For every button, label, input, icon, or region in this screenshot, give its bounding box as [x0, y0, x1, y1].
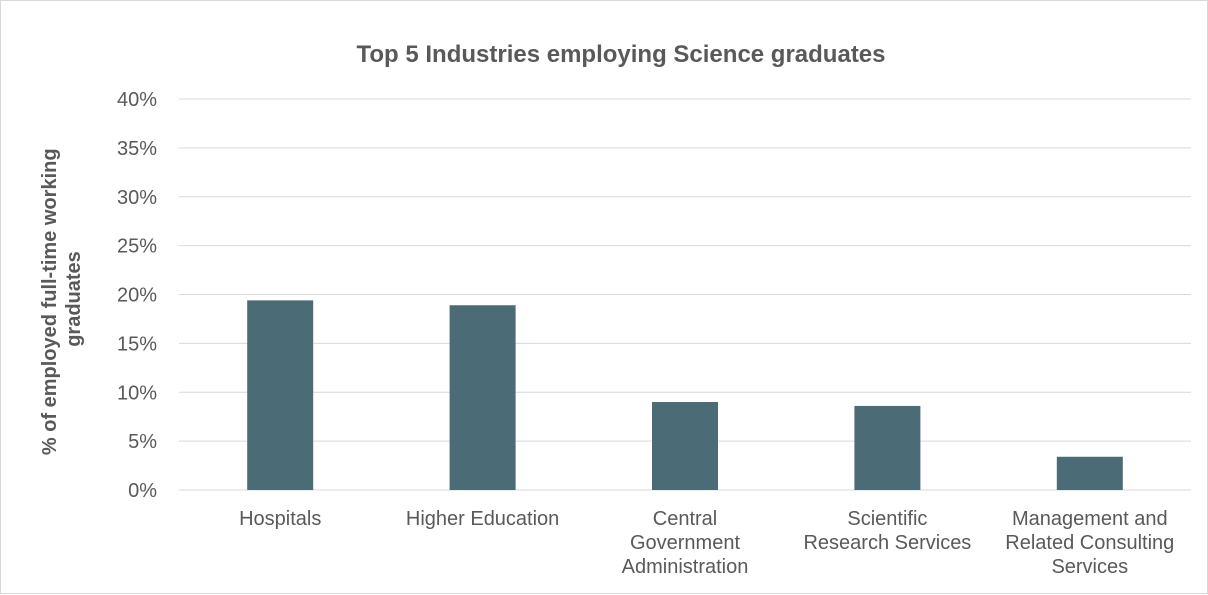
x-category-label-line: Hospitals: [239, 508, 321, 530]
y-tick-label: 20%: [117, 285, 157, 307]
y-tick-label: 5%: [128, 431, 157, 453]
y-tick-label: 10%: [117, 382, 157, 404]
x-category-label-line: Research Services: [803, 532, 971, 554]
y-axis-label: % of employed full-time working graduate…: [39, 143, 85, 455]
y-axis-label-line-1: % of employed full-time working: [39, 148, 61, 455]
x-category-label: Higher Education: [406, 508, 559, 530]
y-tick-label: 25%: [117, 236, 157, 258]
x-category-label-line: Central: [653, 508, 717, 530]
x-category-labels: Hospitals Higher Education Central Governme…: [239, 508, 1174, 578]
bar: [247, 300, 314, 490]
x-category-label: Hospitals: [239, 508, 321, 530]
bar: [652, 402, 718, 490]
x-category-label-line: Government: [630, 532, 740, 554]
bar: [1056, 456, 1123, 490]
x-category-label-line: Management and: [1012, 508, 1168, 530]
x-category-label-line: Scientific: [847, 508, 927, 530]
y-tick-label: 0%: [128, 480, 157, 502]
gridlines: [179, 98, 1191, 491]
x-category-label-line: Administration: [622, 556, 749, 578]
x-category-label-line: Related Consulting: [1005, 532, 1174, 554]
x-category-label-line: Services: [1051, 556, 1128, 578]
bars: [247, 300, 1123, 490]
y-tick-label: 30%: [117, 187, 157, 209]
bar: [449, 305, 516, 490]
x-category-label: Management and Related Consulting Services: [1005, 508, 1174, 578]
y-tick-labels: 0% 5% 10% 15% 20% 25% 30% 35% 40%: [117, 89, 157, 502]
y-tick-label: 35%: [117, 138, 157, 160]
y-tick-label: 15%: [117, 333, 157, 355]
y-tick-label: 40%: [117, 89, 157, 111]
x-category-label: Scientific Research Services: [803, 508, 971, 554]
bar: [854, 405, 921, 490]
x-category-label: Central Government Administration: [622, 508, 749, 578]
chart-title: Top 5 Industries employing Science gradu…: [356, 41, 885, 68]
x-category-label-line: Higher Education: [406, 508, 559, 530]
y-axis-label-line-2: graduates: [63, 251, 85, 347]
